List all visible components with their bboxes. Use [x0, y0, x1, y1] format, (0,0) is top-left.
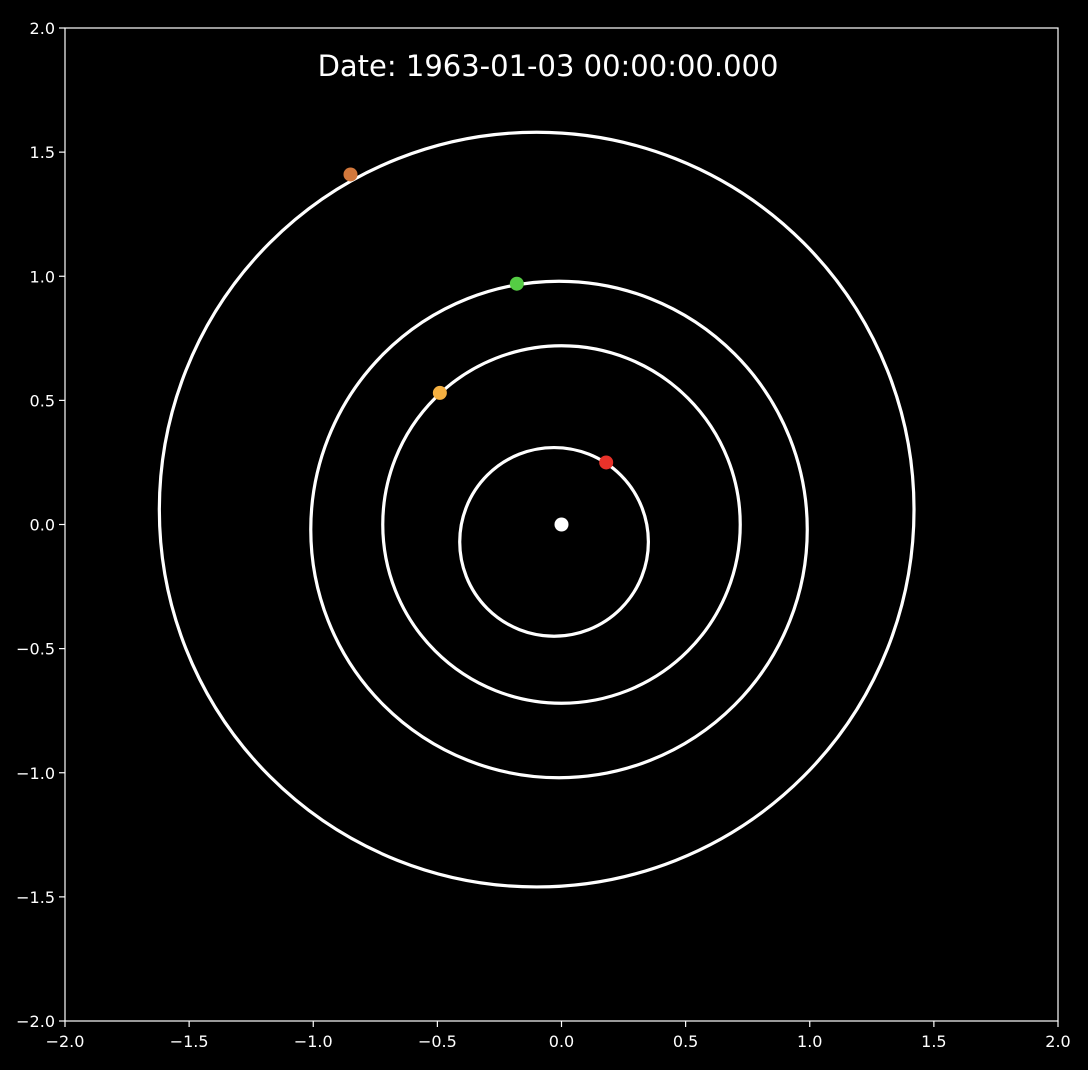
points-layer: [343, 167, 614, 532]
planet-point-2: [432, 385, 447, 400]
y-tick-label: 1.5: [30, 143, 55, 162]
y-tick-label: −1.5: [16, 888, 55, 907]
x-tick-label: −1.0: [294, 1032, 333, 1051]
y-tick-label: −0.5: [16, 640, 55, 659]
y-tick-label: 2.0: [30, 19, 55, 38]
y-tick-label: 1.0: [30, 267, 55, 286]
orbit-ellipse-2: [381, 344, 742, 705]
chart-title: Date: 1963-01-03 00:00:00.000: [318, 49, 779, 83]
central-body-point: [554, 517, 569, 532]
x-tick-label: 0.5: [673, 1032, 698, 1051]
orbit-ellipse-3: [309, 279, 809, 780]
x-tick-label: −2.0: [46, 1032, 85, 1051]
ticks-layer: −2.0 −1.5 −1.0 −0.5 0.0 0.5 1.0 1.5 2.0 2.0 1.5 1.0…: [16, 19, 1071, 1051]
planet-point-4: [343, 167, 358, 182]
y-tick-label: 0.0: [30, 516, 55, 535]
planet-point-3: [509, 276, 524, 291]
x-tick-label: −0.5: [418, 1032, 457, 1051]
orbits-layer: [157, 130, 916, 889]
x-tick-label: 1.0: [797, 1032, 822, 1051]
y-tick-label: 0.5: [30, 391, 55, 410]
x-tick-label: 1.5: [921, 1032, 946, 1051]
orbit-ellipse-4: [157, 130, 916, 889]
orbit-ellipse-1: [458, 445, 650, 638]
y-tick-label: −2.0: [16, 1012, 55, 1031]
planet-point-1: [599, 455, 614, 470]
x-tick-label: −1.5: [170, 1032, 209, 1051]
x-tick-label: 2.0: [1045, 1032, 1070, 1051]
y-tick-label: −1.0: [16, 764, 55, 783]
x-tick-label: 0.0: [549, 1032, 574, 1051]
